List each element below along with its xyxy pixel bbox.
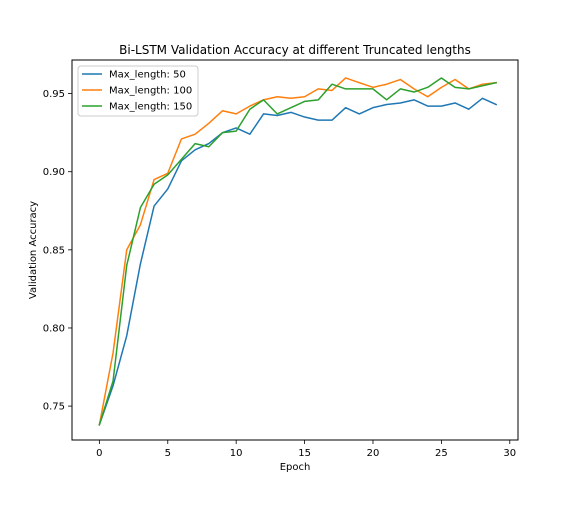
x-tick-label: 15 [298,448,311,459]
y-axis-ticks: 0.75 0.80 0.85 0.90 0.95 [43,89,72,413]
series-line-2 [98,77,497,426]
series-line-1 [98,97,498,426]
y-tick-label: 0.85 [43,245,65,256]
plot-lines [98,77,498,426]
x-tick-label: 10 [230,448,243,459]
legend-label-1: Max_length: 50 [109,70,186,81]
x-tick-label: 20 [367,448,380,459]
series-line-3 [98,77,498,426]
legend-label-2: Max_length: 100 [109,86,192,97]
x-axis-ticks: 0 5 10 15 20 25 30 [96,440,516,459]
plot-frame [71,59,519,441]
x-axis-label: Epoch [280,462,311,473]
y-tick-label: 0.75 [43,402,65,413]
chart-title: Bi-LSTM Validation Accuracy at different… [119,43,471,57]
x-tick-label: 5 [165,448,171,459]
x-tick-label: 25 [435,448,448,459]
y-tick-label: 0.80 [43,323,65,334]
y-tick-label: 0.90 [43,167,65,178]
legend: Max_length: 50 Max_length: 100 Max_length:… [77,65,199,117]
y-tick-label: 0.95 [43,89,65,100]
x-tick-label: 30 [503,448,516,459]
legend-label-3: Max_length: 150 [109,102,192,113]
x-tick-label: 0 [96,448,102,459]
legend-box [77,65,199,117]
y-axis-label: Validation Accuracy [28,201,39,299]
